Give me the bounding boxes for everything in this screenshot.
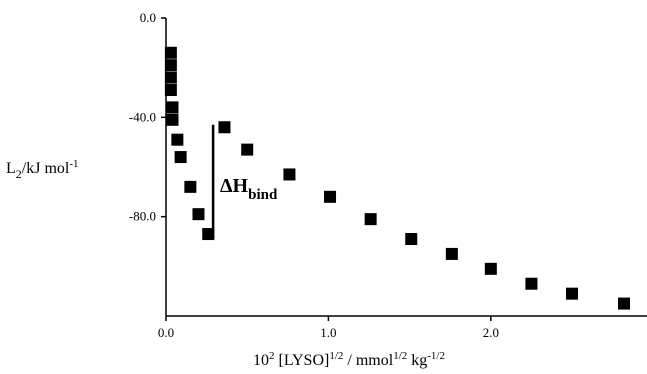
data-point [484, 262, 497, 275]
data-point [166, 113, 179, 126]
data-point [324, 190, 337, 203]
data-point [164, 71, 177, 84]
y-tick-label: -80.0 [129, 209, 156, 224]
data-point [525, 277, 538, 290]
y-axis-title: L2/kJ mol-1 [6, 158, 79, 181]
data-point [164, 46, 177, 59]
data-point [364, 213, 377, 226]
data-point [241, 143, 254, 156]
data-point [184, 180, 197, 193]
x-tick-label: 1.0 [320, 325, 336, 340]
data-points [164, 46, 631, 310]
data-point [202, 228, 215, 241]
data-point [164, 59, 177, 72]
x-tick-label: 2.0 [483, 325, 499, 340]
data-point [618, 297, 631, 310]
data-point [192, 208, 205, 221]
data-point [164, 84, 177, 97]
x-tick-label: 0.0 [158, 325, 174, 340]
y-tick-label: -40.0 [129, 109, 156, 124]
data-point [566, 287, 579, 300]
y-tick-label: 0.0 [140, 10, 156, 25]
data-point [171, 133, 184, 146]
x-axis-title: 102 [LYSO]1/2 / mmol1/2 kg-1/2 [253, 350, 445, 369]
delta-h-label: ΔHbind [220, 175, 278, 203]
data-point [166, 101, 179, 114]
ticks: 0.0 -40.0 -80.0 0.0 1.0 2.0 [129, 10, 499, 340]
data-point [405, 233, 418, 246]
data-point [283, 168, 296, 181]
data-point [445, 247, 458, 260]
data-point [174, 151, 187, 164]
data-point [218, 121, 231, 134]
